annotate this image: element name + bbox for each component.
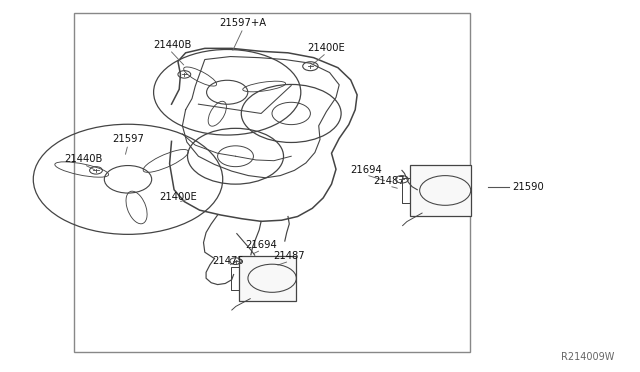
Bar: [74, 13, 470, 352]
Text: 21590: 21590: [512, 183, 544, 192]
Text: 21440B: 21440B: [65, 154, 103, 164]
Text: 21694: 21694: [350, 165, 382, 175]
Text: 21694: 21694: [245, 240, 277, 250]
Text: 21440B: 21440B: [154, 40, 192, 50]
Text: 21597+A: 21597+A: [220, 18, 267, 28]
Text: R214009W: R214009W: [561, 352, 614, 362]
Text: 21400E: 21400E: [159, 192, 196, 202]
Text: 21475: 21475: [212, 256, 244, 266]
Text: 21400E: 21400E: [308, 43, 345, 53]
Text: 21597: 21597: [112, 134, 144, 144]
Bar: [239, 256, 296, 301]
Text: 21487: 21487: [373, 176, 405, 186]
Text: 21487: 21487: [273, 251, 305, 261]
Bar: [410, 165, 470, 216]
